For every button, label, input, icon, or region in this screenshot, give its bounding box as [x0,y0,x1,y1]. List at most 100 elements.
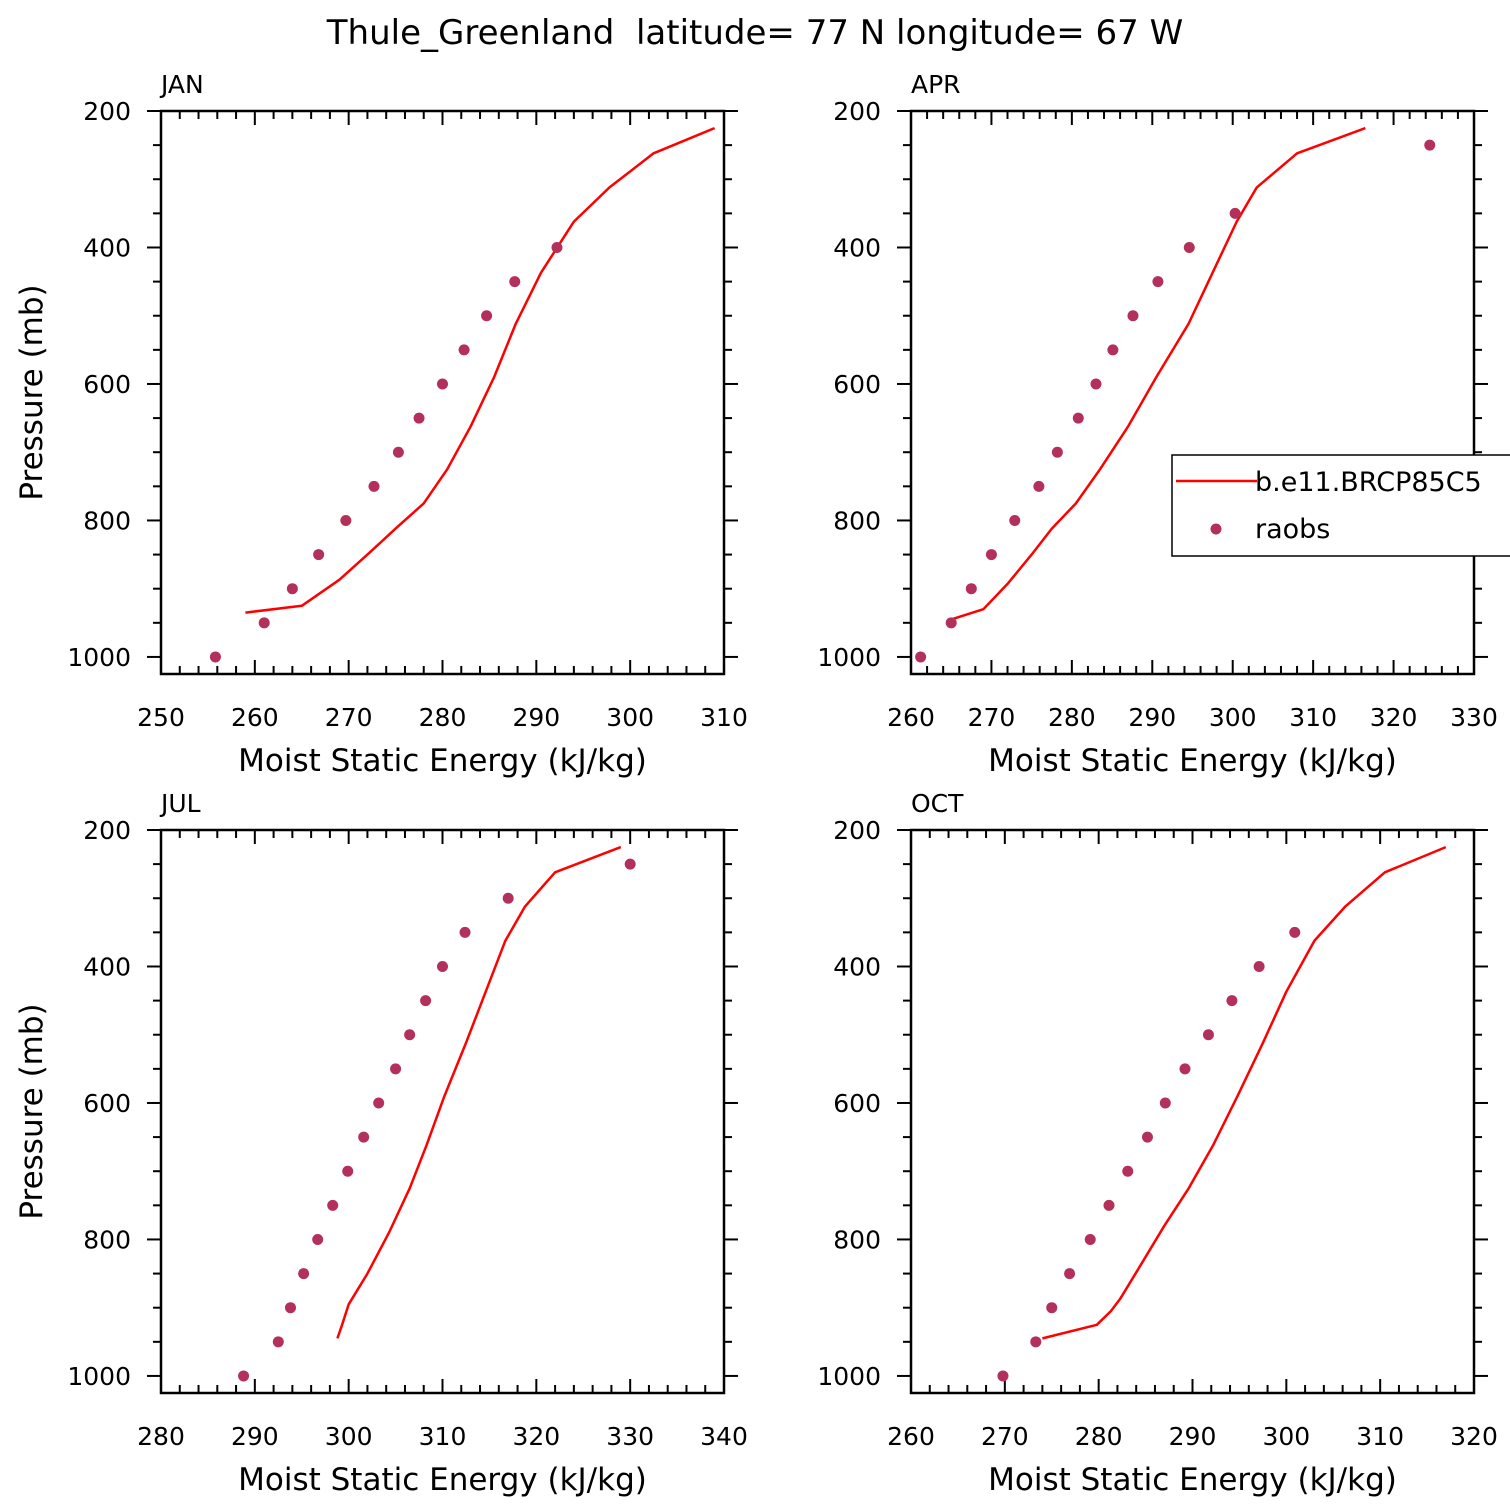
raobs-point [965,583,977,595]
x-tick-label: 340 [700,1422,748,1451]
raobs-point [437,378,448,390]
y-tick-label: 600 [833,370,881,399]
raobs-point [1179,1063,1191,1075]
raobs-point [327,1199,339,1211]
raobs-point [1141,1131,1153,1143]
x-tick-label: 290 [1128,703,1176,732]
x-tick-label: 250 [137,703,185,732]
x-tick-label: 310 [700,703,748,732]
y-tick-label: 600 [833,1089,881,1118]
x-tick-label: 300 [1262,1422,1310,1451]
panels: JAN 250 260 270 280 290 300 310 200 400 600 800 1000… [14,70,1498,1498]
x-tick-label: 260 [887,703,935,732]
y-tick-label: 200 [833,816,881,845]
x-tick-label: 280 [137,1422,185,1451]
raobs-point [342,1165,354,1177]
raobs-point [1084,1233,1096,1245]
y-tick-label: 400 [83,952,131,981]
x-tick-label: 300 [325,1422,373,1451]
raobs-point [313,549,325,561]
raobs-point [1253,960,1265,972]
raobs-point [459,926,471,938]
figure-title: Thule_Greenland latitude= 77 N longitude… [326,13,1183,53]
raobs-point [1289,926,1301,938]
y-tick-label: 800 [833,1225,881,1254]
raobs-point [1107,344,1119,356]
raobs-point [1072,412,1084,424]
panel-apr: APR 260 270 280 290 300 310 320 330 200 400 600 800 1… [817,70,1497,779]
raobs-point [1424,139,1436,151]
x-tick-label: 260 [887,1422,935,1451]
x-tick-label: 300 [606,703,654,732]
x-tick-label: 280 [419,703,467,732]
x-tick-label: 270 [325,703,373,732]
y-tick-label: 800 [83,1225,131,1254]
raobs-point [258,617,270,629]
raobs-point [437,960,448,972]
x-axis-label: Moist Static Energy (kJ/kg) [238,743,647,779]
x-tick-label: 260 [231,703,279,732]
model-profile-line [950,126,1366,621]
raobs-point [209,651,221,663]
x-axis-label: Moist Static Energy (kJ/kg) [988,743,1397,779]
raobs-point [1033,480,1045,492]
x-tick-label: 310 [1356,1422,1404,1451]
raobs-point [413,412,425,424]
panel-oct: OCT 260 270 280 290 300 310 320 200 400 600 800 1000… [817,789,1497,1498]
raobs-point [624,858,636,870]
x-tick-label: 280 [1048,703,1096,732]
legend-obs-label: raobs [1255,514,1330,545]
model-profile-line [336,845,622,1339]
panel-jan: JAN 250 260 270 280 290 300 310 200 400 600 800 1000… [14,70,748,779]
raobs-point [298,1268,310,1280]
raobs-point [238,1370,250,1382]
plot-frame [159,828,726,1395]
panel-label: OCT [911,789,964,818]
raobs-point [358,1131,370,1143]
y-tick-label: 600 [83,1089,131,1118]
raobs-point [945,617,957,629]
panel-label: JUL [159,789,201,818]
raobs-point [404,1029,416,1041]
raobs-point [1030,1336,1042,1348]
raobs-point [284,1302,296,1314]
y-tick-label: 1000 [817,643,881,672]
y-tick-label: 600 [83,370,131,399]
x-tick-label: 330 [606,1422,654,1451]
x-tick-label: 320 [1370,703,1418,732]
plot-frame [909,109,1476,676]
x-tick-label: 320 [1450,1422,1498,1451]
legend-box [1171,454,1510,557]
raobs-point [1226,995,1238,1007]
x-axis-label: Moist Static Energy (kJ/kg) [988,1462,1397,1498]
raobs-point [286,583,298,595]
raobs-point [1202,1029,1214,1041]
raobs-point [390,1063,402,1075]
raobs-point [1103,1199,1115,1211]
raobs-point [481,310,493,322]
y-axis-label: Pressure (mb) [14,284,50,500]
raobs-point [1159,1097,1171,1109]
model-profile-line [1042,845,1447,1340]
x-tick-label: 330 [1450,703,1498,732]
raobs-point [509,276,521,288]
x-tick-label: 320 [512,1422,560,1451]
x-tick-label: 280 [1075,1422,1123,1451]
raobs-point [272,1336,284,1348]
y-tick-label: 200 [83,816,131,845]
raobs-point [1152,276,1164,288]
raobs-point [1090,378,1102,390]
panel-label: JAN [159,70,204,99]
plot-frame [159,109,726,676]
x-tick-label: 310 [419,1422,467,1451]
x-tick-label: 290 [231,1422,279,1451]
x-tick-label: 290 [1169,1422,1217,1451]
y-tick-label: 400 [833,233,881,262]
raobs-point [1064,1268,1076,1280]
legend-model-label: b.e11.BRCP85C5 [1255,467,1482,498]
y-tick-label: 400 [83,233,131,262]
raobs-point [458,344,470,356]
raobs-point [997,1370,1009,1382]
plot-frame [909,828,1476,1395]
